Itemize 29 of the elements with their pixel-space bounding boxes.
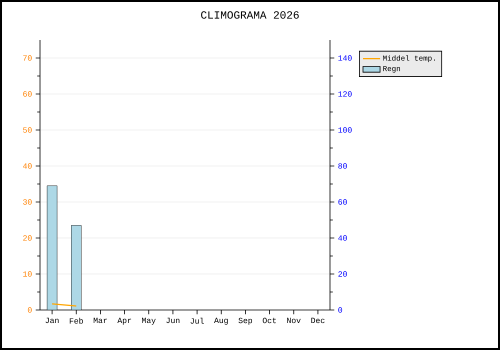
y-tick-label: 40 bbox=[23, 163, 32, 169]
x-tick-label: Mar bbox=[94, 318, 107, 324]
y2-tick-label: 40 bbox=[338, 235, 347, 241]
y-tick-label: 50 bbox=[23, 127, 32, 133]
x-tick-label: Nov bbox=[287, 318, 301, 324]
y-tick-label: 10 bbox=[23, 271, 32, 277]
y2-tick-label: 60 bbox=[338, 199, 347, 205]
x-tick-label: Sep bbox=[238, 318, 252, 325]
chart-title: CLIMOGRAMA 2026 bbox=[201, 11, 299, 19]
y-tick-label: 70 bbox=[23, 55, 32, 61]
x-tick-label: May bbox=[142, 318, 156, 325]
y2-tick-label: 100 bbox=[338, 127, 352, 133]
y2-tick-label: 140 bbox=[338, 55, 352, 61]
y-tick-label: 30 bbox=[23, 199, 32, 205]
x-tick-label: Apr bbox=[117, 318, 132, 325]
y-tick-label: 60 bbox=[23, 91, 32, 97]
x-tick-label: Dec bbox=[311, 318, 325, 324]
y-tick-label: 20 bbox=[23, 235, 32, 241]
y2-tick-label: 20 bbox=[338, 271, 347, 277]
x-tick-label: Aug bbox=[214, 318, 228, 325]
y2-tick-label: 80 bbox=[338, 163, 347, 169]
x-tick-label: Jul bbox=[190, 318, 204, 324]
x-tick-label: Oct bbox=[262, 318, 276, 324]
y2-tick-label: 120 bbox=[338, 91, 352, 97]
y-tick-label: 0 bbox=[28, 307, 32, 313]
x-tick-label: Feb bbox=[70, 318, 83, 324]
x-tick-label: Jun bbox=[166, 318, 180, 324]
y2-tick-label: 0 bbox=[338, 307, 342, 313]
x-tick-label: Jan bbox=[46, 318, 59, 324]
